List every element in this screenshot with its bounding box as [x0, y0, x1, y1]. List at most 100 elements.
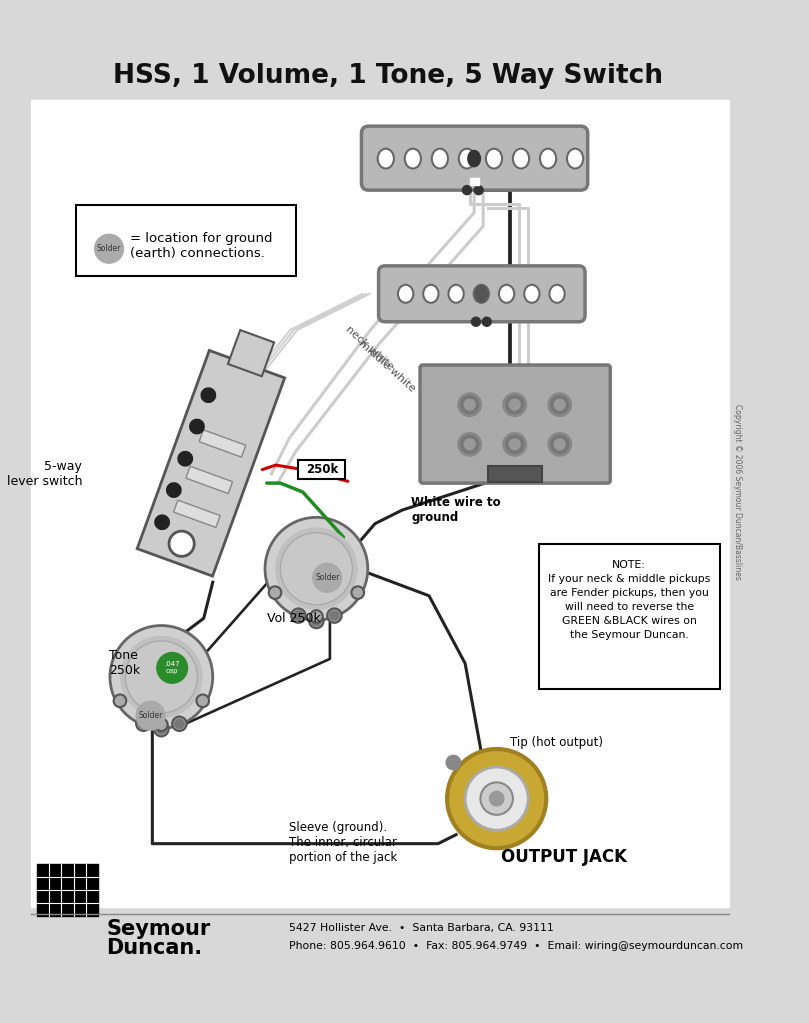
Circle shape — [548, 433, 571, 456]
Bar — [173, 500, 220, 528]
Circle shape — [548, 393, 571, 416]
Circle shape — [464, 399, 475, 410]
Circle shape — [351, 586, 364, 598]
Circle shape — [313, 564, 341, 592]
Circle shape — [506, 436, 523, 453]
Text: Vol 250k: Vol 250k — [267, 612, 320, 625]
Bar — [37, 864, 98, 916]
Circle shape — [460, 436, 479, 453]
FancyBboxPatch shape — [379, 266, 585, 322]
Ellipse shape — [524, 284, 540, 303]
Circle shape — [155, 722, 168, 737]
Circle shape — [312, 617, 321, 625]
Circle shape — [510, 439, 520, 450]
Ellipse shape — [513, 148, 529, 169]
Text: Seymour: Seymour — [106, 920, 210, 939]
Text: Duncan.: Duncan. — [106, 938, 202, 959]
Ellipse shape — [378, 148, 394, 169]
Circle shape — [175, 719, 184, 728]
Circle shape — [157, 724, 166, 733]
Circle shape — [447, 755, 460, 769]
Circle shape — [110, 625, 213, 728]
FancyBboxPatch shape — [420, 365, 610, 483]
Circle shape — [294, 611, 303, 620]
Text: Tip (hot output): Tip (hot output) — [510, 737, 604, 749]
Circle shape — [464, 439, 475, 450]
Circle shape — [554, 399, 565, 410]
Text: OUTPUT JACK: OUTPUT JACK — [502, 848, 627, 866]
Circle shape — [276, 528, 357, 610]
Bar — [23, 914, 752, 973]
Circle shape — [554, 439, 565, 450]
Bar — [488, 466, 542, 482]
Circle shape — [482, 317, 491, 326]
Circle shape — [197, 695, 209, 707]
Text: Sleeve (ground).
The inner, circular
portion of the jack: Sleeve (ground). The inner, circular por… — [290, 821, 397, 864]
Text: Solder: Solder — [315, 573, 340, 582]
FancyBboxPatch shape — [76, 205, 295, 276]
Ellipse shape — [567, 148, 583, 169]
Text: Solder: Solder — [138, 711, 163, 720]
Ellipse shape — [423, 284, 438, 303]
Circle shape — [113, 695, 126, 707]
Circle shape — [136, 716, 150, 731]
Circle shape — [458, 393, 481, 416]
Text: 5-way
lever switch: 5-way lever switch — [6, 460, 82, 488]
Text: 5427 Hollister Ave.  •  Santa Barbara, CA. 93111: 5427 Hollister Ave. • Santa Barbara, CA.… — [290, 923, 554, 933]
Ellipse shape — [398, 284, 413, 303]
Circle shape — [474, 185, 483, 194]
Circle shape — [291, 609, 306, 623]
Ellipse shape — [459, 148, 475, 169]
Circle shape — [489, 792, 504, 806]
Text: Phone: 805.964.9610  •  Fax: 805.964.9749  •  Email: wiring@seymourduncan.com: Phone: 805.964.9610 • Fax: 805.964.9749 … — [290, 940, 743, 950]
Circle shape — [265, 518, 368, 620]
Text: neck white: neck white — [344, 324, 396, 372]
Circle shape — [139, 719, 148, 728]
Circle shape — [503, 433, 527, 456]
Ellipse shape — [475, 285, 488, 302]
Ellipse shape — [448, 284, 464, 303]
Circle shape — [155, 718, 167, 731]
Circle shape — [465, 767, 528, 830]
Ellipse shape — [474, 284, 489, 303]
Circle shape — [472, 317, 481, 326]
Text: NOTE:
If your neck & middle pickups
are Fender pickups, then you
will need to re: NOTE: If your neck & middle pickups are … — [548, 560, 710, 639]
Ellipse shape — [540, 148, 556, 169]
Circle shape — [121, 636, 202, 717]
Text: middle white: middle white — [357, 338, 417, 394]
Circle shape — [551, 436, 569, 453]
Circle shape — [157, 653, 188, 683]
Circle shape — [281, 533, 353, 605]
Circle shape — [551, 396, 569, 413]
Circle shape — [330, 611, 339, 620]
Text: Solder: Solder — [97, 244, 121, 254]
Ellipse shape — [486, 148, 502, 169]
Circle shape — [269, 586, 282, 598]
Ellipse shape — [499, 284, 515, 303]
Text: .047
cap: .047 cap — [164, 662, 180, 674]
Circle shape — [169, 531, 194, 557]
Bar — [199, 430, 246, 457]
Circle shape — [167, 483, 181, 497]
Text: Copyright © 2006 Seymour Duncan/Basslines: Copyright © 2006 Seymour Duncan/Bassline… — [733, 404, 742, 580]
Text: HSS, 1 Volume, 1 Tone, 5 Way Switch: HSS, 1 Volume, 1 Tone, 5 Way Switch — [112, 62, 663, 89]
Ellipse shape — [549, 284, 565, 303]
Bar — [31, 100, 729, 906]
Bar — [470, 178, 479, 185]
Ellipse shape — [432, 148, 448, 169]
Circle shape — [136, 701, 165, 730]
Circle shape — [510, 399, 520, 410]
Circle shape — [460, 396, 479, 413]
Circle shape — [327, 609, 341, 623]
FancyBboxPatch shape — [362, 126, 587, 190]
Circle shape — [506, 396, 523, 413]
FancyBboxPatch shape — [539, 543, 720, 688]
Circle shape — [481, 783, 513, 815]
Ellipse shape — [468, 150, 481, 167]
Circle shape — [503, 393, 527, 416]
Bar — [228, 330, 274, 376]
Circle shape — [309, 614, 324, 628]
Ellipse shape — [404, 148, 421, 169]
Text: Tone
250k: Tone 250k — [109, 650, 140, 677]
Circle shape — [125, 640, 197, 713]
